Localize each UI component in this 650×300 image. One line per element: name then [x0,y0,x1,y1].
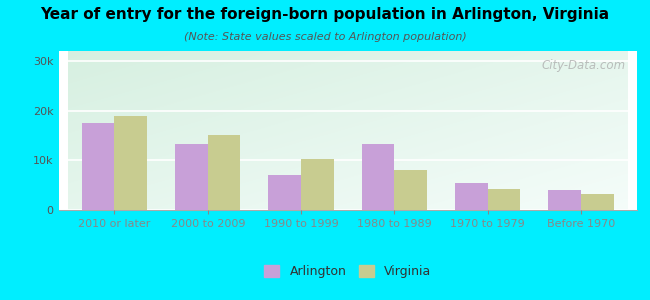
Bar [488,189,521,210]
Bar [549,190,581,210]
Text: (Note: State values scaled to Arlington population): (Note: State values scaled to Arlington … [183,32,467,41]
Bar [362,144,395,210]
Bar [268,175,301,210]
Bar [82,123,114,210]
Text: City-Data.com: City-Data.com [541,59,625,72]
Bar [301,159,333,210]
Text: Year of entry for the foreign-born population in Arlington, Virginia: Year of entry for the foreign-born popul… [40,8,610,22]
Bar [175,144,208,210]
Bar [581,194,614,210]
Bar [208,136,240,210]
Bar [114,116,147,210]
Bar [455,183,488,210]
Legend: Arlington, Virginia: Arlington, Virginia [259,260,436,283]
Bar [395,170,427,210]
